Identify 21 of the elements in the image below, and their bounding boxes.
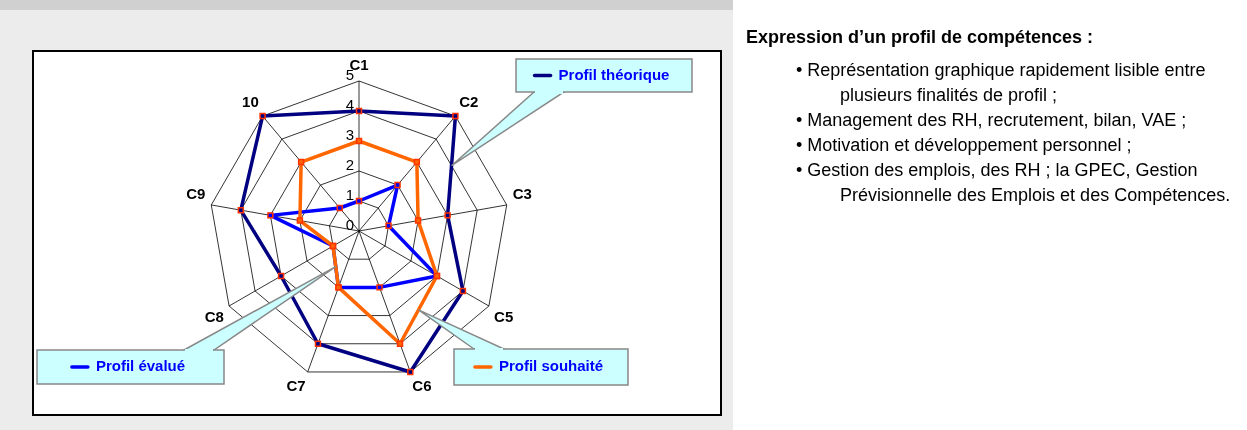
y-tick-label: 3 (345, 125, 354, 143)
y-tick-label: 2 (345, 155, 354, 173)
legend-label: Profil souhaité (498, 357, 604, 375)
text: • Motivation et développement personnel ; (796, 134, 1133, 157)
spoke-label: C5 (494, 308, 514, 326)
legend-label: Profil théorique (558, 65, 670, 83)
spoke-label: 10 (242, 92, 259, 110)
spoke-label: C8 (204, 308, 224, 326)
spoke-label: C7 (286, 376, 306, 394)
text: • Management des RH, recrutement, bilan, VAE ; (796, 109, 1188, 132)
spoke-label: C2 (459, 92, 479, 110)
text: • Gestion des emplois, des RH ; la GPEC, Gestion Prévisionnelle des Emplois et des Compétences. (796, 159, 1232, 207)
spoke-label: C9 (186, 185, 206, 203)
spoke-label: C3 (512, 185, 532, 203)
y-tick-label: 0 (345, 215, 354, 233)
y-tick-label: 1 (345, 185, 354, 203)
legend-label: Profil évalué (95, 357, 186, 375)
y-tick-label: 4 (345, 95, 354, 113)
text: • Représentation graphique rapidement lisible entre plusieurs finalités de profil ; (796, 59, 1207, 107)
spoke-label: C6 (412, 376, 432, 394)
text: Expression d’un profil de compétences : (746, 26, 1095, 49)
